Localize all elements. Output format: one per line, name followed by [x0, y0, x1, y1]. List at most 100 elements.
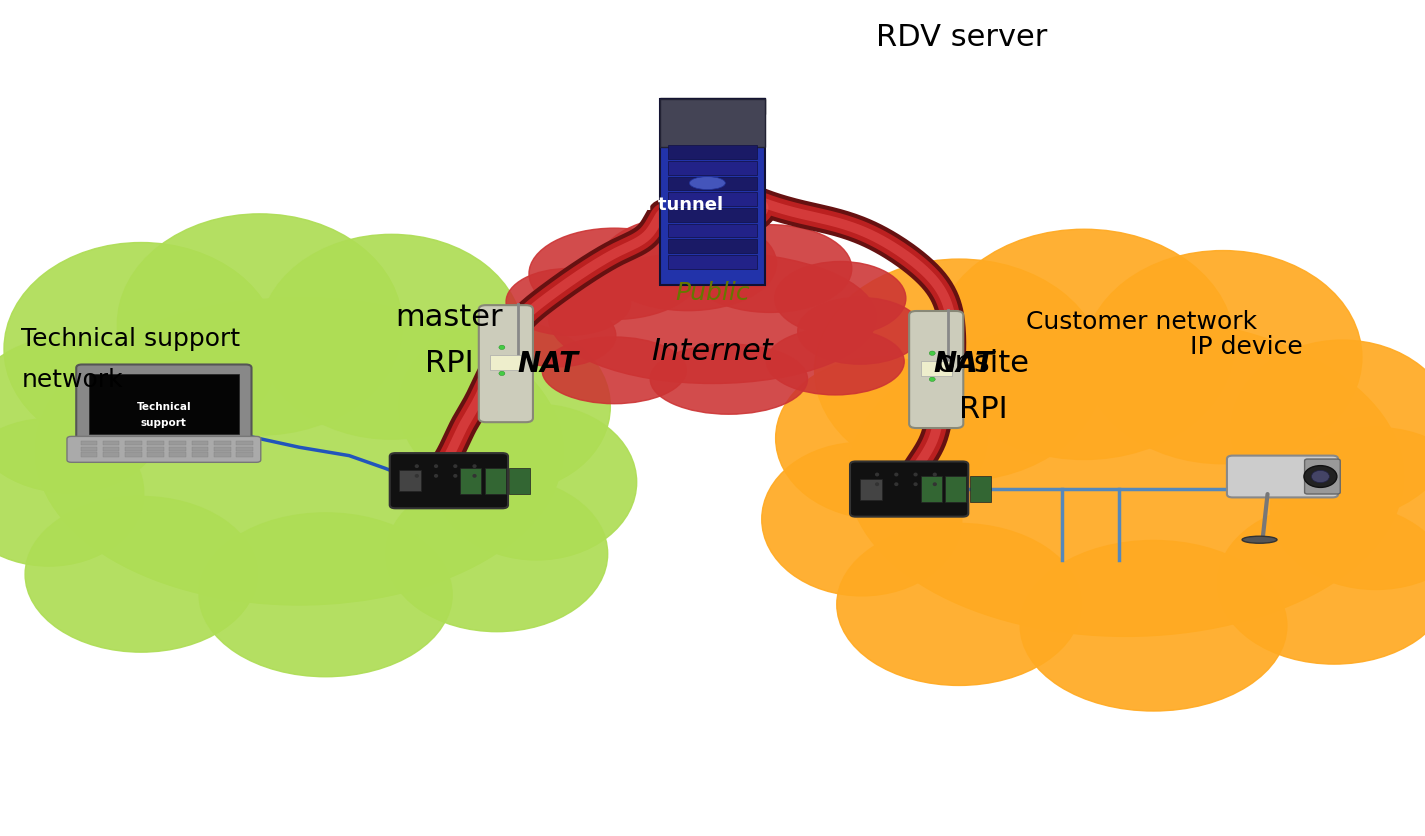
Ellipse shape: [932, 482, 938, 487]
Ellipse shape: [875, 472, 879, 477]
Ellipse shape: [895, 472, 899, 477]
FancyBboxPatch shape: [191, 447, 208, 451]
FancyBboxPatch shape: [80, 441, 97, 446]
Ellipse shape: [117, 214, 402, 435]
FancyBboxPatch shape: [191, 441, 208, 446]
FancyBboxPatch shape: [668, 208, 757, 222]
FancyBboxPatch shape: [80, 452, 97, 456]
Ellipse shape: [875, 482, 879, 487]
Ellipse shape: [762, 442, 962, 596]
FancyBboxPatch shape: [945, 477, 966, 502]
Ellipse shape: [688, 225, 852, 313]
FancyBboxPatch shape: [103, 441, 120, 446]
FancyBboxPatch shape: [88, 375, 239, 434]
FancyBboxPatch shape: [125, 441, 141, 446]
FancyBboxPatch shape: [191, 452, 208, 456]
Ellipse shape: [600, 216, 777, 311]
Ellipse shape: [1217, 502, 1425, 664]
Ellipse shape: [499, 371, 504, 375]
FancyBboxPatch shape: [125, 447, 141, 451]
FancyBboxPatch shape: [125, 452, 141, 456]
FancyBboxPatch shape: [103, 452, 120, 456]
FancyBboxPatch shape: [103, 447, 120, 451]
Text: RPI: RPI: [425, 349, 473, 378]
Ellipse shape: [472, 474, 476, 478]
Ellipse shape: [542, 337, 687, 404]
Ellipse shape: [497, 303, 616, 367]
Text: IP device: IP device: [1190, 335, 1304, 359]
Ellipse shape: [1311, 471, 1330, 482]
FancyBboxPatch shape: [668, 161, 757, 175]
FancyBboxPatch shape: [147, 447, 164, 451]
Text: Session tunnel: Session tunnel: [574, 196, 722, 214]
Ellipse shape: [4, 242, 278, 456]
FancyBboxPatch shape: [921, 361, 952, 375]
Ellipse shape: [453, 464, 457, 468]
FancyBboxPatch shape: [859, 478, 882, 500]
FancyBboxPatch shape: [668, 255, 757, 268]
FancyBboxPatch shape: [460, 468, 482, 493]
Ellipse shape: [529, 228, 700, 319]
Ellipse shape: [472, 464, 476, 468]
Ellipse shape: [0, 337, 168, 492]
Text: RPI: RPI: [959, 395, 1007, 424]
Ellipse shape: [815, 259, 1103, 481]
FancyBboxPatch shape: [668, 145, 757, 159]
FancyBboxPatch shape: [485, 468, 506, 493]
FancyBboxPatch shape: [214, 441, 231, 446]
Ellipse shape: [1020, 541, 1287, 711]
Ellipse shape: [200, 512, 452, 677]
Ellipse shape: [775, 357, 986, 519]
Text: master: master: [395, 303, 503, 332]
FancyBboxPatch shape: [479, 305, 533, 422]
FancyBboxPatch shape: [237, 452, 252, 456]
FancyBboxPatch shape: [170, 452, 187, 456]
Ellipse shape: [650, 344, 808, 415]
FancyBboxPatch shape: [668, 192, 757, 206]
Ellipse shape: [499, 345, 504, 349]
FancyBboxPatch shape: [214, 447, 231, 451]
FancyBboxPatch shape: [490, 355, 522, 370]
Ellipse shape: [1270, 427, 1425, 589]
FancyBboxPatch shape: [668, 176, 757, 191]
Ellipse shape: [913, 472, 918, 477]
Ellipse shape: [1084, 251, 1362, 464]
Ellipse shape: [895, 482, 899, 487]
FancyBboxPatch shape: [237, 447, 252, 451]
Text: Internet: Internet: [651, 337, 774, 365]
Ellipse shape: [690, 176, 725, 190]
Ellipse shape: [506, 268, 630, 335]
Ellipse shape: [1304, 466, 1337, 487]
FancyBboxPatch shape: [237, 441, 252, 446]
Ellipse shape: [386, 476, 607, 632]
FancyBboxPatch shape: [849, 461, 969, 517]
Ellipse shape: [1243, 536, 1277, 543]
FancyBboxPatch shape: [170, 441, 187, 446]
Ellipse shape: [259, 234, 523, 439]
Ellipse shape: [415, 474, 419, 478]
FancyBboxPatch shape: [510, 468, 530, 493]
FancyBboxPatch shape: [668, 239, 757, 252]
Ellipse shape: [929, 351, 935, 355]
Ellipse shape: [1231, 340, 1425, 519]
FancyBboxPatch shape: [399, 470, 422, 492]
FancyBboxPatch shape: [969, 477, 990, 502]
Ellipse shape: [798, 298, 922, 364]
FancyBboxPatch shape: [909, 311, 963, 428]
Text: RDV server: RDV server: [876, 23, 1047, 52]
Ellipse shape: [775, 262, 906, 335]
Ellipse shape: [836, 523, 1082, 686]
Ellipse shape: [433, 464, 439, 468]
Ellipse shape: [453, 474, 457, 478]
FancyBboxPatch shape: [389, 453, 507, 508]
FancyBboxPatch shape: [668, 224, 757, 237]
FancyBboxPatch shape: [214, 452, 231, 456]
FancyBboxPatch shape: [660, 99, 765, 147]
Text: Customer network: Customer network: [1026, 310, 1257, 334]
Ellipse shape: [26, 497, 256, 652]
Ellipse shape: [436, 405, 637, 560]
FancyBboxPatch shape: [1227, 456, 1338, 497]
Ellipse shape: [929, 364, 935, 369]
Ellipse shape: [932, 472, 938, 477]
Text: NAT: NAT: [517, 349, 579, 378]
